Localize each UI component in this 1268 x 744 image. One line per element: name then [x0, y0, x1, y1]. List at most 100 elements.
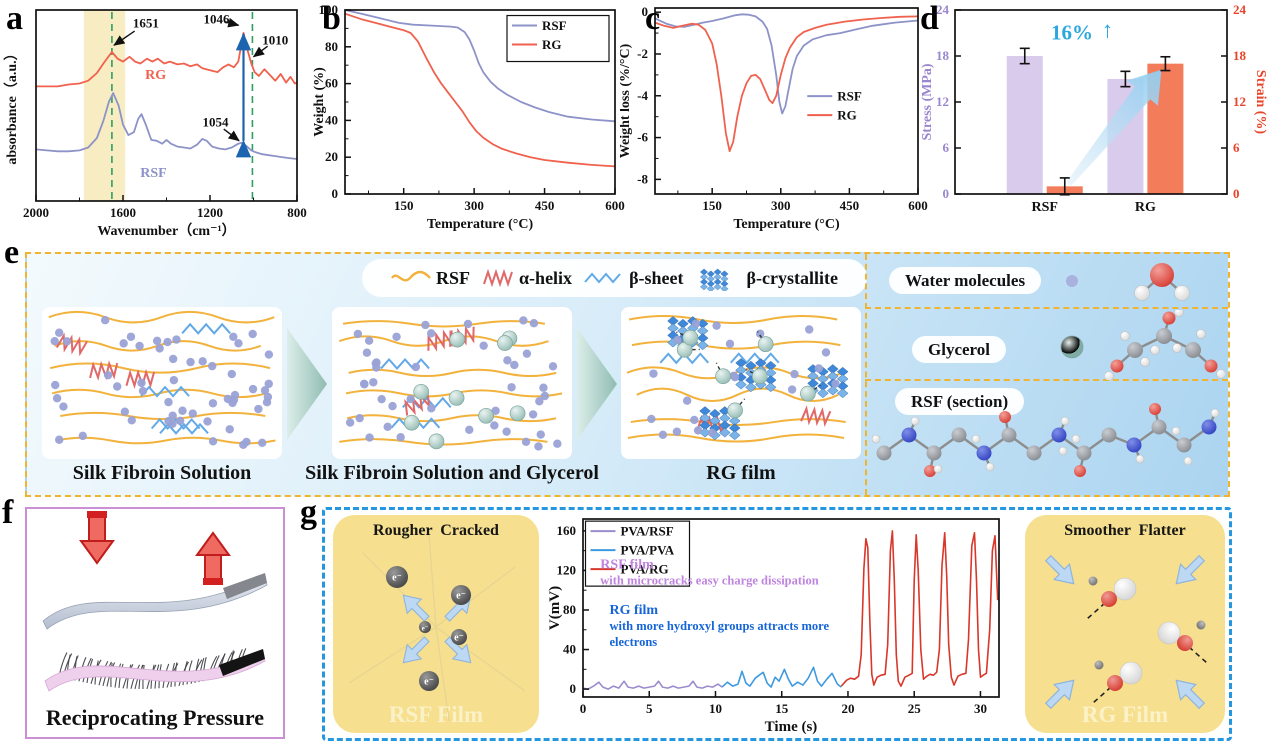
- svg-text:with microcracks easy charge: with microcracks easy charge dissipation: [600, 573, 819, 587]
- svg-text:24: 24: [936, 2, 950, 17]
- svg-text:30: 30: [974, 701, 987, 716]
- glycerol-label: Glycerol: [912, 336, 1006, 363]
- svg-text:0: 0: [642, 4, 649, 19]
- svg-text:450: 450: [535, 198, 555, 213]
- svg-text:Temperature (°C): Temperature (°C): [733, 217, 840, 232]
- svg-text:RG: RG: [542, 37, 562, 52]
- svg-text:Strain (%): Strain (%): [1253, 70, 1268, 135]
- svg-text:RG: RG: [1135, 200, 1156, 215]
- svg-text:150: 150: [702, 198, 722, 213]
- svg-text:0: 0: [570, 681, 577, 696]
- svg-text:RSF film: RSF film: [600, 557, 654, 572]
- svg-text:120: 120: [557, 562, 577, 577]
- panel-e-divider: [865, 254, 867, 495]
- voltage-chart: 0 5 10 15 20 25 30 0 40 80 120 160 Time (s) V(mV) PVA/…: [547, 518, 1000, 735]
- panel-f: f Reciprocating Pressure: [0, 496, 300, 744]
- svg-text:RG film: RG film: [609, 603, 658, 618]
- panel-e: e RSF α-helix β-sheet β-crystallite Silk…: [0, 236, 1268, 500]
- silk-fibroin-solution-scene: [42, 307, 282, 459]
- svg-text:0: 0: [332, 186, 339, 201]
- svg-text:10: 10: [709, 701, 722, 716]
- svg-text:Time (s): Time (s): [765, 719, 818, 735]
- mechanism-schematic-box: RSF α-helix β-sheet β-crystallite Silk F…: [25, 252, 1230, 497]
- svg-text:16%: 16%: [1051, 20, 1093, 44]
- water-molecules-label: Water molecules: [889, 267, 1042, 294]
- reciprocating-pressure-box: Reciprocating Pressure: [25, 507, 285, 739]
- glycerol-molecule-model: [1105, 310, 1225, 380]
- panel-label-e: e: [4, 234, 20, 271]
- svg-text:25: 25: [908, 701, 922, 716]
- ftir-chart: 2000 1600 1200 800 Wavenumber（cm⁻¹） absorbanc…: [4, 9, 307, 239]
- legend-rsf-label: RSF: [436, 267, 471, 288]
- svg-text:24: 24: [1233, 2, 1247, 17]
- water-dot-symbol: [1066, 275, 1078, 287]
- legend-beta-crystallite-label: β-crystallite: [746, 267, 838, 288]
- process-arrow-1-icon: [287, 328, 327, 440]
- structure-legend: RSF α-helix β-sheet β-crystallite: [362, 259, 867, 297]
- svg-text:e⁻: e⁻: [392, 573, 402, 584]
- svg-text:Weight (%): Weight (%): [312, 67, 327, 137]
- svg-text:Temperature (°C): Temperature (°C): [427, 217, 534, 232]
- triboelectric-output-box: Rougher Cracked e⁻ e⁻ e⁻ e⁻ e⁻ RSF Film 0 5 10…: [322, 507, 1232, 741]
- panel-label-f: f: [2, 494, 14, 531]
- water-molecule-model: [1134, 263, 1190, 301]
- svg-text:2000: 2000: [23, 205, 49, 220]
- svg-text:100: 100: [319, 2, 339, 17]
- rsf-film-bottom-label: RSF Film: [388, 702, 484, 727]
- svg-text:450: 450: [840, 198, 860, 213]
- svg-text:-8: -8: [637, 171, 648, 186]
- svg-text:e⁻: e⁻: [454, 633, 464, 644]
- svg-text:with more hydroxyl groups attr: with more hydroxyl groups attracts more: [609, 619, 829, 633]
- glycerol-sphere-symbol: [1060, 335, 1084, 359]
- panel-e-row-divider-1: [865, 307, 1228, 309]
- beta-crystallite-icon: [699, 268, 728, 291]
- svg-text:e⁻: e⁻: [422, 625, 429, 633]
- svg-text:40: 40: [325, 112, 338, 127]
- rsf-film-card: Rougher Cracked e⁻ e⁻ e⁻ e⁻ e⁻ RSF Film: [333, 515, 539, 733]
- svg-text:18: 18: [936, 48, 950, 63]
- svg-text:80: 80: [563, 602, 576, 617]
- rg-film-illustration: [1044, 554, 1208, 710]
- rsf-film-top-label: Rougher Cracked: [373, 522, 499, 539]
- rsf-chain-icon: [391, 270, 431, 282]
- svg-text:800: 800: [287, 205, 307, 220]
- svg-text:160: 160: [557, 523, 577, 538]
- pressure-schematic: [42, 511, 268, 692]
- svg-text:RSF: RSF: [837, 89, 862, 104]
- svg-text:20: 20: [841, 701, 854, 716]
- rsf-film-illustration: e⁻ e⁻ e⁻ e⁻ e⁻: [348, 534, 526, 722]
- dtg-chart: 150 300 450 600 0 -2 -4 -6 -8 Temperature (°C) Wei…: [620, 4, 928, 232]
- svg-text:0: 0: [1233, 186, 1240, 201]
- silk-fibroin-glycerol-scene: [332, 307, 572, 459]
- svg-text:Stress (MPa): Stress (MPa): [920, 63, 935, 140]
- svg-text:RSF: RSF: [1032, 200, 1058, 215]
- svg-text:RSF: RSF: [542, 18, 567, 33]
- svg-text:-4: -4: [637, 88, 648, 103]
- svg-text:60: 60: [325, 76, 338, 91]
- svg-text:0: 0: [580, 701, 587, 716]
- svg-text:-6: -6: [637, 130, 648, 145]
- svg-text:1200: 1200: [197, 205, 223, 220]
- stress-strain-chart: RSF RG 0 6 12 18 24 0 6 12 18 24 Stress (MPa) Strain …: [920, 2, 1268, 215]
- svg-text:RG: RG: [145, 68, 166, 83]
- panel-label-d: d: [920, 0, 939, 37]
- alpha-helix-icon: [483, 269, 513, 287]
- legend-alpha-helix-label: α-helix: [519, 267, 573, 288]
- svg-text:absorbance（a.u.）: absorbance（a.u.）: [4, 46, 20, 164]
- svg-text:6: 6: [943, 140, 950, 155]
- svg-text:600: 600: [908, 198, 928, 213]
- svg-text:PVA/RSF: PVA/RSF: [620, 524, 673, 539]
- panel-label-b: b: [322, 0, 341, 37]
- svg-text:300: 300: [464, 198, 484, 213]
- svg-text:RG: RG: [837, 108, 857, 123]
- svg-text:-2: -2: [637, 46, 648, 61]
- svg-text:e⁻: e⁻: [456, 591, 466, 602]
- panel-label-a: a: [6, 0, 23, 37]
- panel-g: g Rougher Cracked e⁻ e⁻ e⁻ e⁻ e⁻ RSF Film 0 5…: [295, 496, 1268, 744]
- svg-text:6: 6: [1233, 140, 1240, 155]
- legend-beta-sheet-label: β-sheet: [629, 267, 684, 288]
- stage-3-label: RG film: [706, 462, 776, 484]
- svg-text:Wavenumber（cm⁻¹）: Wavenumber（cm⁻¹）: [97, 223, 235, 239]
- rg-film-card: Smoother Flatter RG Film: [1025, 515, 1225, 733]
